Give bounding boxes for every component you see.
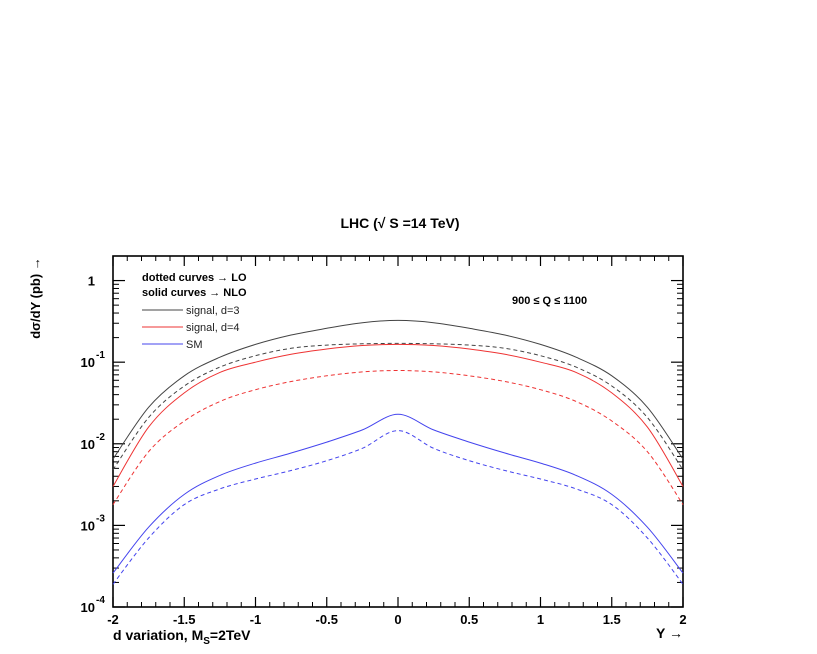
- x-tick-label: 2: [679, 612, 686, 627]
- series-line-signal-d-3-nlo: [112, 319, 684, 460]
- y-tick-exponent: -3: [96, 513, 105, 524]
- series-line-sm-lo: [112, 430, 684, 585]
- series-line-signal-d-3-lo: [112, 342, 684, 471]
- y-tick-exponent: -1: [96, 350, 105, 361]
- nlo-annotation: solid curves → NLO: [142, 287, 247, 299]
- y-axis-label: dσ/dY (pb) →: [28, 257, 43, 339]
- footer-label-sub: S: [203, 636, 210, 647]
- y-tick-label: 1: [88, 274, 95, 289]
- y-tick-label: 10: [81, 518, 95, 533]
- x-tick-label: -1.5: [173, 612, 195, 627]
- y-tick-label: 10: [81, 355, 95, 370]
- x-tick-label: 1: [537, 612, 544, 627]
- y-tick-label: 10: [81, 437, 95, 452]
- lo-annotation: dotted curves → LO: [142, 272, 247, 284]
- series-line-signal-d-4-lo: [112, 369, 684, 505]
- footer-label-main: d variation, M: [113, 627, 203, 643]
- series-layer: [112, 319, 684, 585]
- series-line-signal-d-4-nlo: [112, 343, 684, 487]
- q-range-annotation: 900 ≤ Q ≤ 1100: [512, 295, 587, 307]
- chart-title: LHC (√ S =14 TeV): [340, 215, 459, 231]
- y-tick-label: 10: [81, 600, 95, 615]
- x-tick-label: 0.5: [460, 612, 478, 627]
- x-tick-label: -0.5: [316, 612, 338, 627]
- series-line-sm-nlo: [112, 413, 684, 574]
- x-axis-label: Y →: [656, 625, 683, 641]
- legend-label: signal, d=4: [186, 322, 240, 334]
- x-axis: -2 -1.5 -1 -0.5 0 0.5 1 1.5 2: [107, 256, 687, 627]
- y-tick-exponent: -4: [96, 595, 105, 606]
- legend: signal, d=3 signal, d=4 SM: [142, 305, 240, 351]
- x-tick-label: -1: [250, 612, 262, 627]
- legend-label: signal, d=3: [186, 305, 240, 317]
- legend-label: SM: [186, 339, 203, 351]
- x-tick-label: -2: [107, 612, 119, 627]
- footer-label-tail: =2TeV: [210, 627, 251, 643]
- y-tick-exponent: -2: [96, 432, 105, 443]
- footer-label: d variation, MS=2TeV: [113, 627, 251, 647]
- y-axis: 110-110-210-310-4: [81, 255, 683, 615]
- x-tick-label: 1.5: [603, 612, 621, 627]
- x-tick-label: 0: [394, 612, 401, 627]
